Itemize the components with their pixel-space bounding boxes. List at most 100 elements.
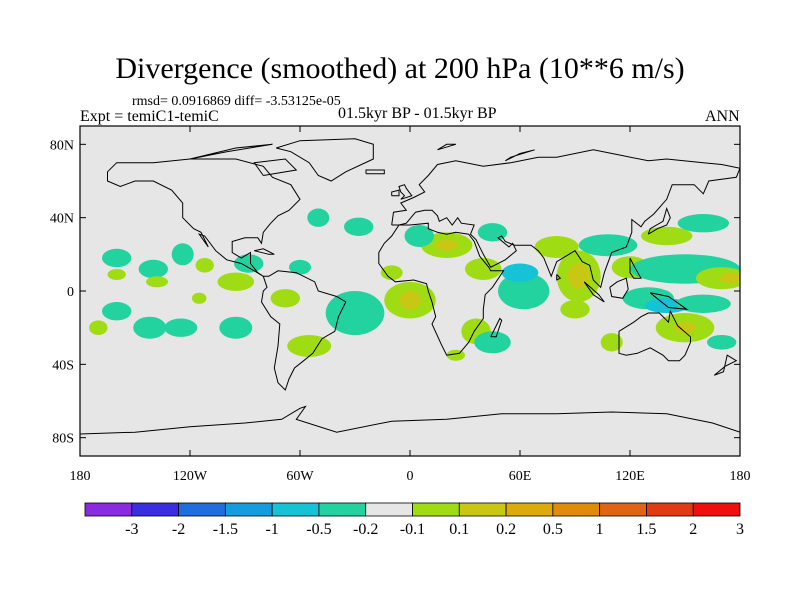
coastline-greenland <box>276 138 374 182</box>
divergence-cell-16 <box>287 335 332 357</box>
x-tick-label-6: 180 <box>730 469 751 484</box>
colorbar-swatch-2 <box>178 502 226 517</box>
divergence-cell-8 <box>195 258 214 273</box>
divergence-cell-17 <box>307 208 330 227</box>
coastline-africa <box>378 222 505 356</box>
divergence-cell-6 <box>146 276 168 288</box>
divergence-cell-43 <box>719 272 740 284</box>
divergence-cell-42 <box>696 267 740 290</box>
divergence-cell-36 <box>560 300 590 319</box>
coastline-japan <box>647 206 671 235</box>
divergence-cell-9 <box>191 292 207 304</box>
colorbar-label-3: -1 <box>265 521 278 538</box>
colorbar-label-5: -0.2 <box>353 521 378 538</box>
colorbar-label-0: -3 <box>125 521 138 538</box>
divergence-cell-7 <box>171 243 194 266</box>
divergence-cell-11 <box>217 272 255 291</box>
coastline-baffin-island <box>253 158 298 176</box>
y-tick-label-3: 40S <box>52 358 74 373</box>
chart-title: Divergence (smoothed) at 200 hPa (10**6 … <box>115 52 685 85</box>
divergence-cell-50 <box>707 335 737 350</box>
colorbar-swatch-12 <box>646 502 694 517</box>
coastline-sumatra <box>583 281 605 303</box>
coastline-europe-asia <box>391 149 740 289</box>
colorbar-swatch-5 <box>318 502 367 517</box>
coastline-cuba <box>254 248 275 255</box>
colorbar-label-11: 1.5 <box>636 521 656 538</box>
colorbar-swatch-0 <box>84 502 133 517</box>
colorbar: -3 -2 -1.5 -1 -0.5 -0.2 -0.1 0.1 0.2 0.5 1 1.5 2 3 <box>84 502 744 538</box>
colorbar-swatch-4 <box>271 502 320 517</box>
divergence-cell-18 <box>344 217 374 236</box>
coastlines <box>80 138 740 435</box>
divergence-cell-41 <box>677 214 729 233</box>
divergence-cell-30 <box>474 331 511 354</box>
colorbar-label-8: 0.2 <box>496 521 516 538</box>
coastline-new-zealand <box>713 354 738 376</box>
coastline-borneo <box>609 277 629 299</box>
stats-text: rmsd= 0.0916869 diff= -3.53125e-05 <box>132 94 341 109</box>
divergence-cell-35 <box>567 263 590 290</box>
coastline-iceland <box>365 169 385 175</box>
x-tick-label-3: 0 <box>407 469 414 484</box>
y-tick-label-4: 80S <box>52 432 74 447</box>
divergence-cell-22 <box>380 265 403 281</box>
colorbar-label-2: -1.5 <box>213 521 238 538</box>
colorbar-swatch-11 <box>599 502 647 517</box>
divergence-cell-25 <box>465 258 502 280</box>
coastline-svalbard <box>437 143 456 151</box>
colorbar-label-7: 0.1 <box>449 521 469 538</box>
divergence-cell-14 <box>270 289 300 308</box>
coastline-ireland <box>391 189 400 197</box>
period-label: 01.5kyr BP - 01.5kyr BP <box>338 105 497 122</box>
colorbar-label-10: 1 <box>596 521 604 538</box>
colorbar-swatch-10 <box>552 502 601 517</box>
divergence-cell-24 <box>435 239 458 251</box>
colorbar-label-6: -0.1 <box>400 521 425 538</box>
x-tick-label-5: 120E <box>615 469 645 484</box>
divergence-cell-27 <box>477 223 508 242</box>
coastline-philippines <box>629 257 642 279</box>
divergence-cell-21 <box>399 291 421 310</box>
colorbar-swatch-3 <box>224 502 273 517</box>
colorbar-label-9: 0.5 <box>543 521 563 538</box>
coastline-south-america <box>260 270 347 391</box>
divergence-cell-12 <box>234 254 264 273</box>
coastline-sri-lanka <box>556 274 562 281</box>
divergence-cell-0 <box>102 248 132 268</box>
y-tick-label-1: 40N <box>50 212 74 227</box>
divergence-cell-46 <box>675 294 731 313</box>
experiment-label: Expt = temiC1-temiC <box>80 108 219 125</box>
divergence-cell-13 <box>289 259 311 275</box>
divergence-cell-33 <box>534 236 579 258</box>
colorbar-swatch-9 <box>505 502 554 517</box>
y-tick-label-0: 80N <box>50 138 74 153</box>
colorbar-label-1: -2 <box>172 521 185 538</box>
colorbar-swatch-13 <box>692 502 741 517</box>
divergence-cell-32 <box>501 263 539 282</box>
divergence-field <box>89 208 740 361</box>
coastline-novaya-zemlya <box>505 149 535 162</box>
divergence-cell-15 <box>219 316 253 339</box>
y-tick-label-2: 0 <box>67 285 74 300</box>
x-tick-label-4: 60E <box>509 469 532 484</box>
colorbar-swatch-1 <box>131 502 179 517</box>
divergence-cell-40 <box>641 226 693 246</box>
axes: 180 120W 60W 0 60E 120E 180 80N 40N 0 40S 80S <box>50 126 751 484</box>
x-tick-label-0: 180 <box>70 469 91 484</box>
divergence-cell-3 <box>89 320 108 336</box>
colorbar-label-12: 2 <box>689 521 697 538</box>
colorbar-swatch-8 <box>458 502 507 517</box>
colorbar-label-13: 3 <box>736 521 744 538</box>
divergence-cell-19 <box>325 291 385 335</box>
colorbar-swatch-6 <box>365 502 413 517</box>
divergence-cell-5 <box>138 259 168 279</box>
divergence-cell-1 <box>107 269 126 280</box>
divergence-cell-26 <box>404 225 434 247</box>
coastline-arctic-islands <box>189 143 273 160</box>
divergence-cell-48 <box>674 322 696 334</box>
coastline-british-isles <box>398 184 413 200</box>
colorbar-swatch-7 <box>412 502 460 517</box>
coastline-madagascar <box>490 317 503 338</box>
